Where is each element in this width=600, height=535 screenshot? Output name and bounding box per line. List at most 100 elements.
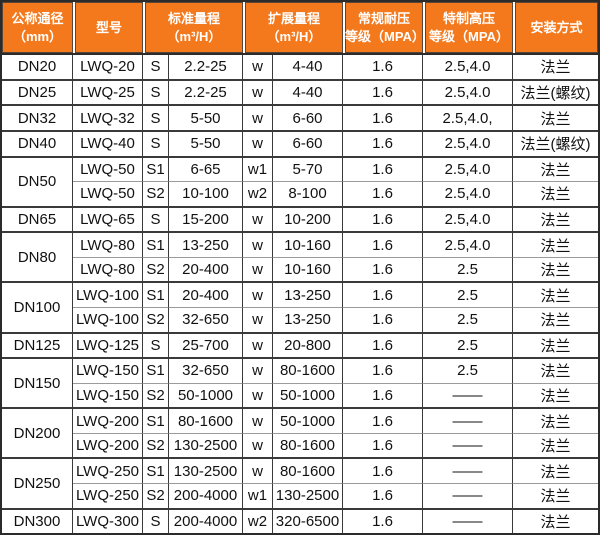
cell-install: 法兰 (513, 459, 598, 484)
cell-install: 法兰 (513, 334, 598, 360)
header-standard-range: 标准量程 （m³/H） (143, 2, 243, 53)
cell-install: 法兰(螺纹) (513, 132, 598, 158)
cell-ext-code: w (243, 409, 273, 434)
cell-std-range: 20-400 (169, 283, 243, 308)
spec-table: DN20 LWQ-20 S 2.2-25 w 4-40 1.6 2.5,4.0 法兰 DN25 LW… (2, 55, 598, 533)
cell-regular-pressure: 1.6 (343, 307, 423, 334)
table-row: LWQ-200 S2 130-2500 w 80-1600 1.6 —— 法兰 (2, 433, 598, 460)
cell-regular-pressure: 1.6 (343, 409, 423, 434)
cell-ext-range: 4-40 (273, 55, 343, 81)
cell-special-pressure: 2.5,4.0 (423, 182, 513, 208)
cell-ext-code: w (243, 383, 273, 410)
cell-special-pressure: —— (423, 383, 513, 410)
cell-ext-code: w2 (243, 509, 273, 533)
cell-ext-range: 80-1600 (273, 459, 343, 484)
table-row: LWQ-150 S2 50-1000 w 50-1000 1.6 —— 法兰 (2, 383, 598, 410)
cell-model: LWQ-20 (73, 55, 143, 81)
cell-std-range: 80-1600 (169, 409, 243, 434)
cell-regular-pressure: 1.6 (343, 383, 423, 410)
cell-install: 法兰 (513, 434, 598, 460)
cell-ext-code: w2 (243, 182, 273, 208)
cell-nominal-diameter: DN200 (2, 409, 73, 460)
cell-regular-pressure: 1.6 (343, 157, 423, 182)
header-line: 特制高压 (442, 10, 495, 26)
cell-ext-range: 10-160 (273, 233, 343, 258)
cell-nominal-diameter: DN20 (2, 55, 73, 81)
cell-ext-range: 6-60 (273, 106, 343, 132)
cell-std-range: 2.2-25 (169, 80, 243, 107)
cell-special-pressure: 2.5,4.0 (423, 157, 513, 182)
table-row: DN40 LWQ-40 S 5-50 w 6-60 1.6 2.5,4.0 法兰(螺纹) (2, 131, 598, 158)
cell-nominal-diameter: DN40 (2, 131, 73, 158)
cell-special-pressure: 2.5,4.0, (423, 106, 513, 132)
cell-nominal-diameter: DN300 (2, 509, 73, 533)
cell-ext-code: w (243, 283, 273, 308)
cell-model: LWQ-200 (73, 409, 143, 434)
header-special-pressure: 特制高压 等级（MPA） (423, 2, 513, 53)
cell-model: LWQ-250 (73, 459, 143, 484)
table-row: DN32 LWQ-32 S 5-50 w 6-60 1.6 2.5,4.0, 法兰 (2, 106, 598, 132)
table-row: DN200 LWQ-200 S1 80-1600 w 50-1000 1.6 —— 法兰 (2, 409, 598, 460)
cell-std-code: S1 (143, 409, 169, 434)
cell-ext-range: 80-1600 (273, 433, 343, 460)
table-header-row: 公称通径 （mm） 型号 标准量程 （m³/H） 扩展量程 （m³/H） 常规耐… (2, 2, 598, 55)
table-row: DN65 LWQ-65 S 15-200 w 10-200 1.6 2.5,4.0 法兰 (2, 207, 598, 234)
cell-install: 法兰 (513, 208, 598, 234)
cell-ext-code: w (243, 459, 273, 484)
cell-model: LWQ-250 (73, 483, 143, 510)
cell-std-code: S (143, 131, 169, 158)
cell-regular-pressure: 1.6 (343, 459, 423, 484)
cell-std-code: S2 (143, 433, 169, 460)
header-line: 型号 (95, 19, 122, 35)
cell-regular-pressure: 1.6 (343, 182, 423, 208)
cell-regular-pressure: 1.6 (343, 207, 423, 234)
header-line: 扩展量程 (267, 10, 320, 26)
cell-std-code: S1 (143, 359, 169, 384)
cell-model: LWQ-50 (73, 157, 143, 182)
cell-model: LWQ-125 (73, 333, 143, 360)
cell-special-pressure: 2.5 (423, 333, 513, 360)
cell-regular-pressure: 1.6 (343, 359, 423, 384)
cell-std-range: 50-1000 (169, 383, 243, 410)
table-row: LWQ-50 S2 10-100 w2 8-100 1.6 2.5,4.0 法兰 (2, 182, 598, 208)
cell-regular-pressure: 1.6 (343, 80, 423, 107)
table-row: DN250 LWQ-250 S1 130-2500 w 80-1600 1.6 —— 法兰 (2, 459, 598, 510)
cell-install: 法兰 (513, 55, 598, 81)
cell-std-range: 130-2500 (169, 459, 243, 484)
cell-std-code: S2 (143, 257, 169, 284)
cell-install: 法兰 (513, 359, 598, 384)
cell-ext-code: w (243, 131, 273, 158)
cell-std-code: S1 (143, 157, 169, 182)
table-row: DN25 LWQ-25 S 2.2-25 w 4-40 1.6 2.5,4.0 法兰(螺纹) (2, 80, 598, 107)
cell-nominal-diameter: DN25 (2, 80, 73, 107)
cell-install: 法兰 (513, 258, 598, 284)
cell-ext-code: w (243, 207, 273, 234)
cell-ext-code: w (243, 433, 273, 460)
cell-nominal-diameter: DN125 (2, 333, 73, 360)
cell-special-pressure: —— (423, 483, 513, 510)
cell-install: 法兰 (513, 409, 598, 434)
cell-install: 法兰 (513, 233, 598, 258)
header-line: 常规耐压 (357, 10, 410, 26)
cell-ext-range: 80-1600 (273, 359, 343, 384)
cell-ext-range: 10-160 (273, 257, 343, 284)
cell-std-code: S1 (143, 459, 169, 484)
cell-std-code: S1 (143, 283, 169, 308)
cell-special-pressure: 2.5,4.0 (423, 207, 513, 234)
cell-install: 法兰(螺纹) (513, 81, 598, 107)
cell-regular-pressure: 1.6 (343, 509, 423, 533)
cell-model: LWQ-80 (73, 233, 143, 258)
cell-std-range: 2.2-25 (169, 55, 243, 81)
header-extended-range: 扩展量程 （m³/H） (243, 2, 343, 53)
cell-std-range: 15-200 (169, 207, 243, 234)
table-row: DN100 LWQ-100 S1 20-400 w 13-250 1.6 2.5 法兰 (2, 283, 598, 334)
cell-ext-range: 4-40 (273, 80, 343, 107)
header-installation: 安装方式 (513, 2, 598, 53)
cell-std-range: 5-50 (169, 106, 243, 132)
cell-ext-range: 8-100 (273, 182, 343, 208)
table-row: DN125 LWQ-125 S 25-700 w 20-800 1.6 2.5 法兰 (2, 333, 598, 360)
cell-std-code: S2 (143, 483, 169, 510)
cell-special-pressure: 2.5 (423, 257, 513, 284)
cell-model: LWQ-100 (73, 307, 143, 334)
table-row: DN50 LWQ-50 S1 6-65 w1 5-70 1.6 2.5,4.0 法兰 (2, 157, 598, 208)
